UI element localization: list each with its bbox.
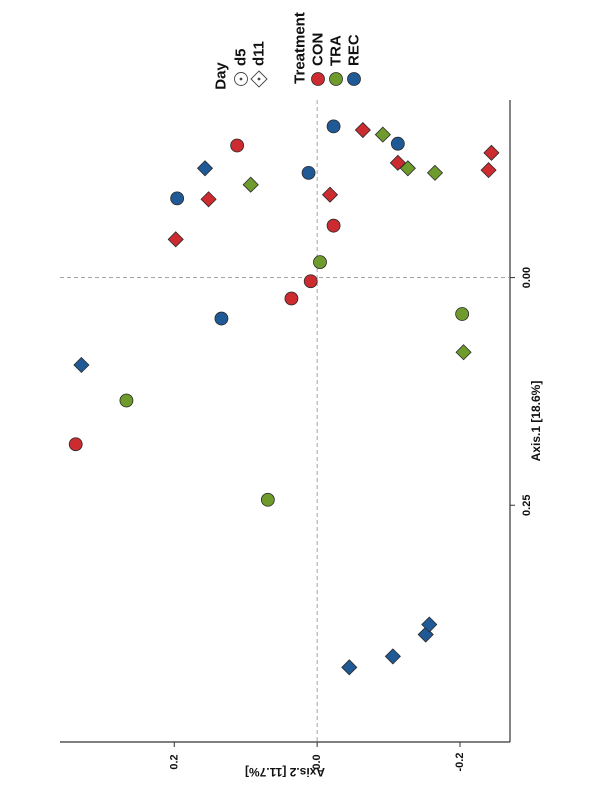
plot-area: 0.00 0.25 -0.2 0.0 0.2 Axis.1 [18.6%] Axis.2 [… xyxy=(60,100,543,779)
point-rec-d5-circle xyxy=(390,136,405,151)
point-tra-d11-diamond xyxy=(399,160,416,177)
point-con-d11-diamond xyxy=(167,231,184,248)
point-con-d5-circle xyxy=(326,218,341,233)
point-rec-d11-diamond xyxy=(73,356,90,374)
point-rec-d5-circle xyxy=(326,119,341,134)
point-tra-d5-circle xyxy=(260,492,275,507)
legend-d5-dot xyxy=(239,77,243,81)
legend-day-title: Day xyxy=(213,62,230,90)
point-rec-d11-diamond xyxy=(384,648,401,665)
y-axis-title: Axis.2 [11.7%] xyxy=(245,765,325,779)
point-rec-d11-diamond xyxy=(196,160,214,177)
point-tra-d5-circle xyxy=(313,255,327,269)
y-tick-label: 0.0 xyxy=(311,754,323,769)
point-rec-d5-circle xyxy=(170,191,185,206)
y-tick-label: 0.2 xyxy=(168,754,180,769)
point-rec-d11-diamond xyxy=(421,616,438,633)
point-con-d11-diamond xyxy=(354,121,371,139)
point-con-d5-circle xyxy=(303,274,318,289)
x-axis-title: Axis.1 [18.6%] xyxy=(529,381,543,462)
legend-treatment-title: Treatment xyxy=(292,12,309,84)
legend-d11-label: d11 xyxy=(251,41,268,66)
legend-rec-label: REC xyxy=(346,34,363,66)
point-rec-d11-diamond xyxy=(341,659,358,676)
legend-d5-label: d5 xyxy=(233,48,250,66)
point-con-d5-circle xyxy=(284,291,299,306)
point-con-d11-diamond xyxy=(321,186,339,203)
point-tra-d5-circle xyxy=(119,393,134,408)
point-tra-d11-diamond xyxy=(455,344,472,361)
point-con-d5-circle xyxy=(68,437,83,452)
legend-tra-swatch xyxy=(329,72,343,86)
point-rec-d5-circle xyxy=(301,165,316,180)
legend-d11-dot xyxy=(257,77,261,81)
legend-rec-swatch xyxy=(347,72,361,86)
point-rec-d5-circle xyxy=(214,311,229,326)
point-con-d11-diamond xyxy=(483,144,500,161)
point-tra-d11-diamond xyxy=(426,164,444,181)
point-con-d11-diamond xyxy=(480,162,497,179)
legend-con-swatch xyxy=(311,72,325,86)
x-tick-label: 0.00 xyxy=(521,267,533,288)
legend-tra-label: TRA xyxy=(328,35,345,66)
point-con-d11-diamond xyxy=(200,191,217,208)
y-tick-label: -0.2 xyxy=(454,753,466,772)
x-tick-label: 0.25 xyxy=(521,495,533,516)
point-tra-d5-circle xyxy=(455,307,470,321)
legend-con-label: CON xyxy=(310,33,327,66)
point-tra-d11-diamond xyxy=(242,176,259,193)
point-con-d5-circle xyxy=(230,138,245,153)
point-tra-d11-diamond xyxy=(374,126,391,143)
